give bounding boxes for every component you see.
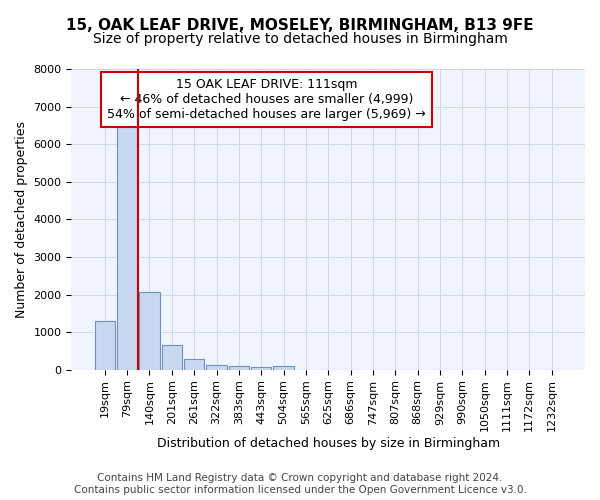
Bar	[229, 366, 249, 370]
Y-axis label: Number of detached properties: Number of detached properties	[15, 121, 28, 318]
Text: 15, OAK LEAF DRIVE, MOSELEY, BIRMINGHAM, B13 9FE: 15, OAK LEAF DRIVE, MOSELEY, BIRMINGHAM,…	[66, 18, 534, 32]
Bar	[117, 124, 137, 370]
Bar	[184, 359, 204, 370]
Bar	[251, 367, 271, 370]
Text: Contains HM Land Registry data © Crown copyright and database right 2024.
Contai: Contains HM Land Registry data © Crown c…	[74, 474, 526, 495]
Text: Size of property relative to detached houses in Birmingham: Size of property relative to detached ho…	[92, 32, 508, 46]
Bar	[95, 321, 115, 370]
Bar	[206, 365, 227, 370]
X-axis label: Distribution of detached houses by size in Birmingham: Distribution of detached houses by size …	[157, 437, 500, 450]
Bar	[274, 366, 293, 370]
Bar	[162, 346, 182, 370]
Bar	[139, 292, 160, 370]
Text: 15 OAK LEAF DRIVE: 111sqm
← 46% of detached houses are smaller (4,999)
54% of se: 15 OAK LEAF DRIVE: 111sqm ← 46% of detac…	[107, 78, 426, 121]
